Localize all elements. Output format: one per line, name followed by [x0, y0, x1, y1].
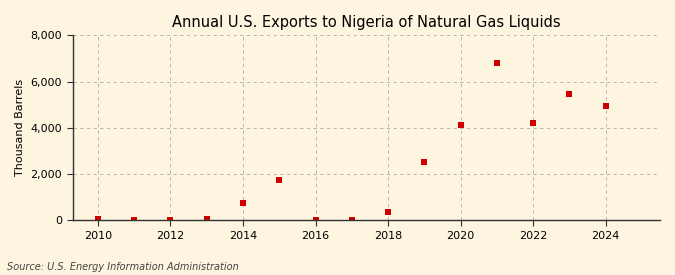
Y-axis label: Thousand Barrels: Thousand Barrels	[15, 79, 25, 176]
Title: Annual U.S. Exports to Nigeria of Natural Gas Liquids: Annual U.S. Exports to Nigeria of Natura…	[172, 15, 561, 30]
Text: Source: U.S. Energy Information Administration: Source: U.S. Energy Information Administ…	[7, 262, 238, 272]
